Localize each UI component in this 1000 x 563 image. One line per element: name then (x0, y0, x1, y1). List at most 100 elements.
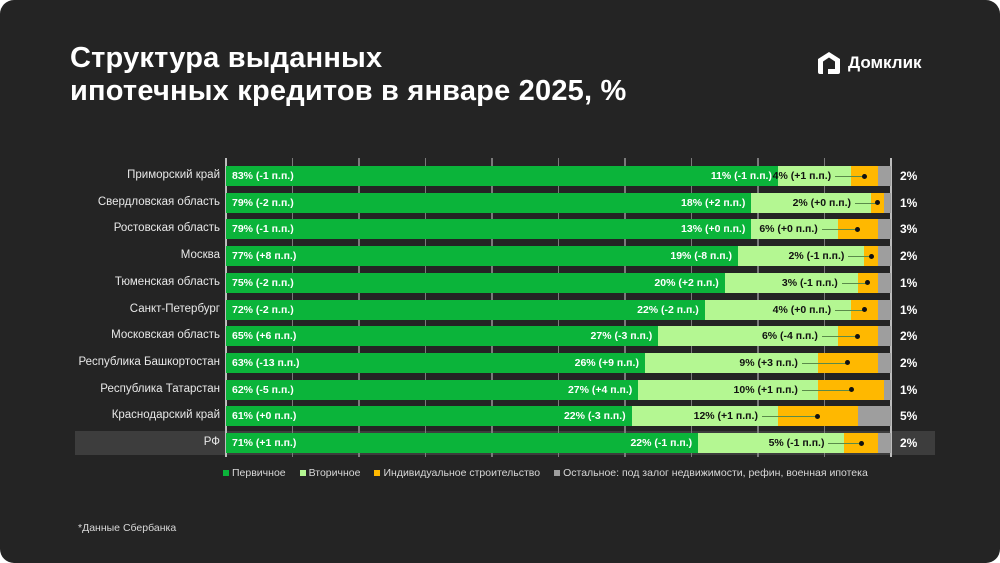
bar-segment-secondary (751, 192, 872, 213)
primary-value-label: 79% (-1 п.п.) (232, 223, 294, 236)
logo-text: Домклик (848, 53, 922, 72)
leader-line (801, 362, 848, 364)
other-value-label: 2% (900, 329, 918, 344)
primary-value-label: 83% (-1 п.п.) (232, 170, 294, 182)
bar-segment-secondary (751, 219, 838, 240)
leader-line (835, 309, 865, 311)
legend-swatch-other (554, 470, 561, 476)
title-line-1: Структура выданных (70, 42, 383, 74)
bar-segment-other (877, 326, 891, 347)
footnote: *Данные Сбербанка (78, 522, 177, 534)
other-value-label: 2% (900, 169, 918, 183)
other-value-label: 1% (900, 382, 918, 397)
individual-value-label: 10% (+1 п.п.) (733, 383, 798, 396)
legend-swatch-individual (374, 470, 381, 476)
bar-segment-secondary (724, 272, 858, 293)
other-value-label: 1% (900, 195, 918, 210)
bar-segment-primary (226, 379, 639, 400)
legend-item-primary: Первичное (223, 467, 286, 479)
other-value-label: 2% (900, 436, 918, 450)
leader-line (841, 282, 868, 284)
bar-segment-other (877, 352, 891, 373)
individual-value-label: 2% (-1 п.п.) (788, 250, 845, 263)
legend-swatch-primary (223, 470, 229, 476)
individual-value-label: 2% (+0 п.п.) (792, 196, 852, 209)
bar-segment-secondary (631, 406, 778, 427)
row-label: Санкт-Петербург (129, 302, 220, 315)
bar-segment-primary (226, 219, 752, 240)
row-label: Ростовская область (113, 222, 220, 235)
bar-segment-primary (226, 272, 725, 293)
secondary-value-label: 20% (+2 п.п.) (654, 276, 719, 289)
individual-value-label: 5% (-1 п.п.) (768, 437, 825, 449)
individual-marker-dot (848, 387, 854, 393)
individual-marker-dot (845, 360, 851, 366)
gridline (890, 158, 892, 457)
bar-segment-other (877, 272, 891, 293)
individual-value-label: 6% (+0 п.п.) (759, 223, 818, 236)
individual-value-label: 4% (+1 п.п.) (772, 170, 832, 182)
bar-segment-secondary (658, 326, 838, 347)
bar-segment-primary (226, 433, 699, 453)
legend-label-secondary: Вторичное (308, 467, 361, 479)
bar-segment-primary (226, 166, 778, 186)
legend-item-individual: Индивидуальное строительство (374, 467, 540, 479)
bar-segment-other (877, 299, 891, 320)
primary-value-label: 77% (+8 п.п.) (232, 250, 297, 263)
bar-segment-other (884, 379, 891, 400)
other-value-label: 1% (900, 275, 918, 290)
secondary-value-label: 26% (+9 п.п.) (574, 356, 639, 369)
primary-value-label: 79% (-2 п.п.) (232, 196, 294, 209)
other-value-label: 2% (900, 249, 918, 264)
row-label: Приморский край (127, 169, 220, 181)
individual-value-label: 12% (+1 п.п.) (693, 410, 758, 423)
bar-segment-other (877, 166, 891, 186)
secondary-value-label: 22% (-1 п.п.) (630, 437, 693, 449)
legend-item-secondary: Вторичное (299, 467, 361, 479)
leader-line (848, 256, 872, 258)
secondary-value-label: 22% (-3 п.п.) (563, 410, 626, 423)
bar-segment-primary (226, 406, 632, 427)
primary-value-label: 65% (+6 п.п.) (232, 330, 297, 343)
bar-segment-primary (226, 326, 659, 347)
bar-segment-primary (226, 352, 645, 373)
row-label: Москва (180, 249, 220, 262)
leader-line (821, 336, 858, 338)
other-value-label: 5% (900, 409, 918, 424)
leader-line (855, 202, 878, 204)
bar-segment-secondary (698, 433, 845, 453)
bar-segment-primary (226, 299, 705, 320)
secondary-value-label: 27% (+4 п.п.) (567, 383, 633, 396)
bar-segment-secondary (644, 352, 818, 373)
brand-logo: Домклик (816, 50, 922, 76)
legend-swatch-secondary (299, 470, 306, 476)
leader-line (835, 176, 865, 177)
individual-value-label: 3% (-1 п.п.) (781, 276, 838, 289)
individual-value-label: 4% (+0 п.п.) (772, 303, 832, 316)
title-line-2: ипотечных кредитов в январе 2025, % (70, 75, 627, 107)
leader-line (801, 389, 852, 391)
secondary-value-label: 18% (+2 п.п.) (681, 196, 746, 209)
row-label: Краснодарский край (111, 409, 220, 422)
secondary-value-label: 11% (-1 п.п.) (710, 170, 772, 182)
leader-line (761, 416, 818, 418)
row-label: Республика Башкортостан (78, 355, 220, 368)
chart-legend: Первичное Вторичное Индивидуальное строи… (223, 467, 868, 479)
secondary-value-label: 19% (-8 п.п.) (670, 250, 733, 263)
bar-segment-other (877, 246, 891, 267)
row-label: Тюменская область (114, 275, 220, 288)
individual-marker-dot (855, 226, 861, 232)
individual-value-label: 6% (-4 п.п.) (761, 330, 818, 343)
other-value-label: 3% (900, 222, 918, 237)
primary-value-label: 63% (-13 п.п.) (232, 356, 300, 369)
row-label: Республика Татарстан (100, 382, 220, 395)
bar-segment-secondary (638, 379, 818, 400)
bar-segment-secondary (738, 246, 865, 267)
secondary-value-label: 13% (+0 п.п.) (681, 223, 746, 236)
individual-marker-dot (875, 200, 881, 206)
leader-line (828, 443, 862, 444)
primary-value-label: 75% (-2 п.п.) (232, 276, 294, 289)
legend-item-other: Остальное: под залог недвижимости, рефин… (554, 467, 868, 479)
individual-marker-dot (858, 440, 864, 446)
